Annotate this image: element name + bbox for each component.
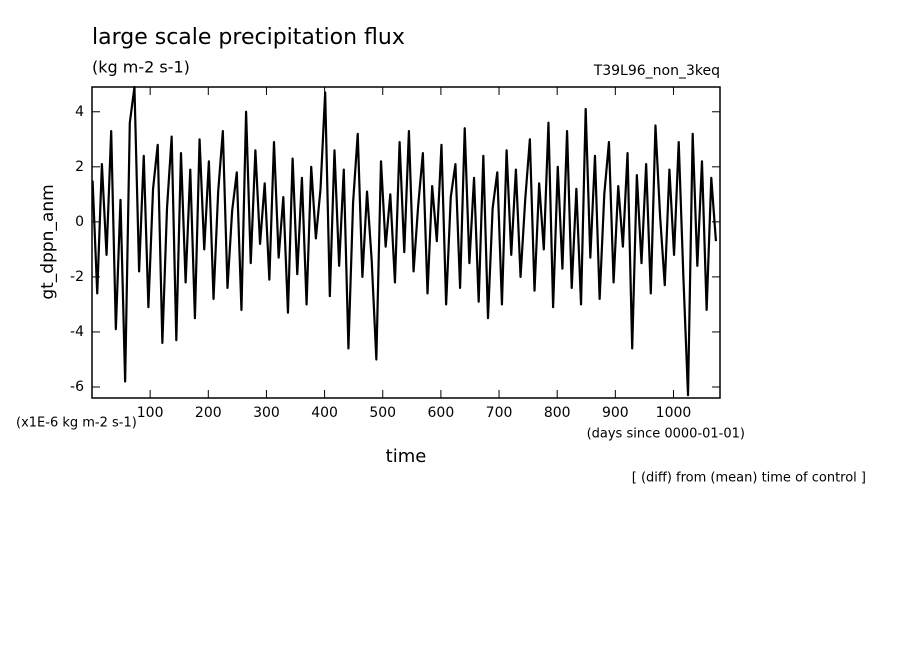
chart-subtitle: (kg m-2 s-1): [92, 58, 190, 77]
x-tick-label: 800: [544, 405, 571, 421]
y-tick-label: -4: [70, 324, 84, 340]
x-tick-label: 900: [602, 405, 629, 421]
y-tick-label: 4: [75, 104, 84, 120]
y-tick-label: -6: [70, 379, 84, 395]
y-unit-label: (x1E-6 kg m-2 s-1): [16, 416, 137, 431]
y-tick-label: 0: [75, 214, 84, 230]
y-axis-label: gt_dppn_anm: [38, 184, 58, 299]
x-tick-label: 1000: [656, 405, 692, 421]
x-tick-label: 700: [486, 405, 513, 421]
x-tick-label: 100: [137, 405, 164, 421]
run-label: T39L96_non_3keq: [593, 63, 720, 79]
chart-title: large scale precipitation flux: [92, 25, 405, 50]
x-tick-label: 300: [253, 405, 280, 421]
plot-frame: [91, 86, 721, 399]
y-tick-label: -2: [70, 269, 84, 285]
footnote: [ (diff) from (mean) time of control ]: [632, 471, 866, 486]
y-tick-label: 2: [75, 159, 84, 175]
x-tick-label: 400: [311, 405, 338, 421]
x-tick-label: 200: [195, 405, 222, 421]
x-tick-label: 600: [428, 405, 455, 421]
x-unit-label: (days since 0000-01-01): [587, 427, 745, 442]
x-tick-label: 500: [369, 405, 396, 421]
data-line: [91, 85, 718, 397]
x-axis-label: time: [386, 446, 427, 467]
